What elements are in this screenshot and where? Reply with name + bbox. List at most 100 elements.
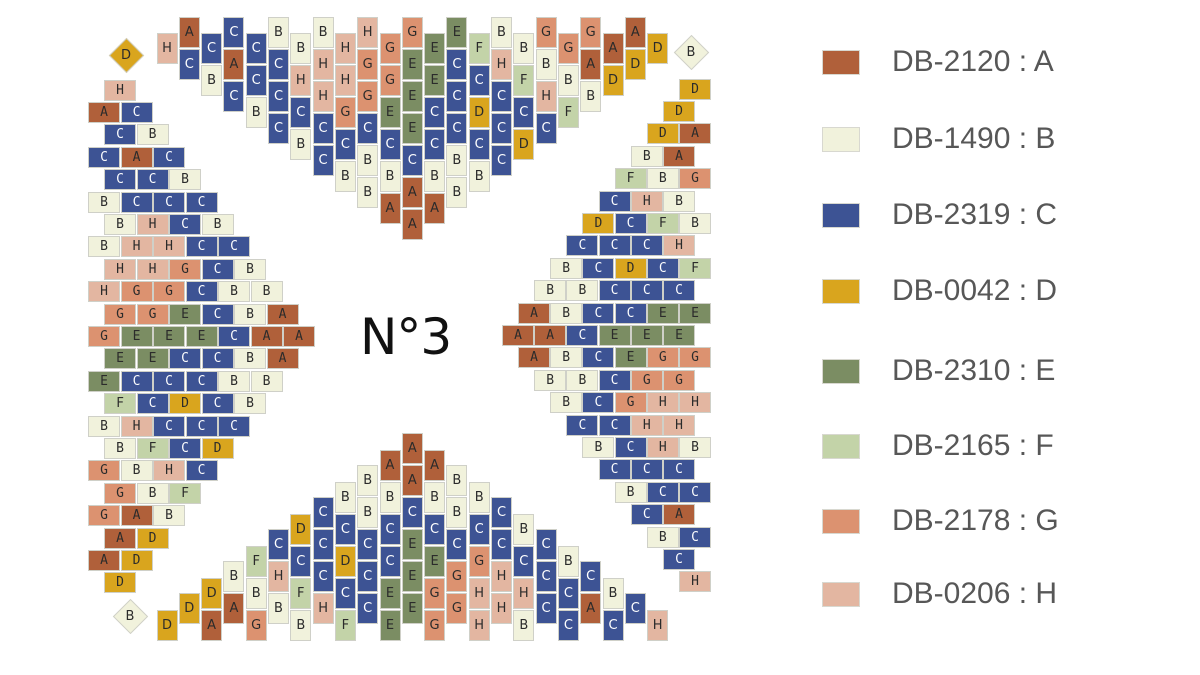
left-row-label: AD: [100, 550, 165, 571]
top-bead: B: [334, 160, 356, 192]
top-bead: C: [424, 128, 446, 160]
bottom-bead: A: [401, 464, 423, 496]
bottom-bead: B: [268, 592, 289, 624]
legend-label: DB-2120 : A: [892, 45, 1054, 78]
top-bead: G: [357, 48, 379, 80]
right-row-label: FCDCB: [562, 258, 723, 279]
right-bead: [598, 459, 631, 481]
left-bead: [169, 303, 201, 325]
left-bead: [136, 124, 169, 146]
bottom-bead: H: [491, 592, 512, 624]
top-bead: D: [624, 48, 646, 80]
bottom-bead: F: [334, 609, 356, 641]
left-bead: [120, 415, 153, 437]
left-bead: [153, 325, 185, 347]
bottom-bead: C: [535, 560, 557, 592]
left-bead: [136, 482, 169, 504]
right-bead: [663, 504, 695, 526]
bottom-bead: H: [268, 560, 289, 592]
left-row-label: CCB: [116, 169, 214, 190]
bottom-bead: H: [491, 560, 512, 592]
left-row-label: AC: [100, 102, 165, 123]
bottom-bead: B: [334, 481, 356, 513]
bottom-bead: C: [535, 528, 557, 560]
left-row-label: GGECBA: [116, 304, 311, 325]
bottom-bead: C: [268, 528, 289, 560]
top-bead: A: [223, 48, 245, 80]
left-bead: [120, 505, 153, 527]
bottom-bead: C: [357, 592, 379, 624]
top-bead: A: [401, 176, 423, 208]
top-bead: C: [401, 144, 423, 176]
left-bead: [104, 303, 136, 325]
left-bead: [185, 325, 218, 347]
right-bead: [663, 548, 695, 570]
legend-swatch: [822, 203, 860, 228]
right-bead: [646, 481, 679, 503]
left-bead: [153, 191, 185, 213]
right-row-label: C: [675, 549, 707, 570]
right-bead: [582, 392, 615, 414]
left-bead: [185, 415, 218, 437]
right-bead: [646, 436, 679, 458]
right-row-label: BFCD: [594, 213, 723, 234]
right-bead: [582, 212, 615, 234]
top-bead: H: [156, 32, 178, 64]
top-bead: C: [223, 80, 245, 112]
bottom-bead: H: [647, 609, 669, 641]
bottom-bead: C: [446, 528, 468, 560]
bottom-bead: E: [379, 609, 401, 641]
left-bead: [88, 370, 120, 392]
top-bead: E: [424, 64, 446, 96]
left-bead: [153, 370, 185, 392]
left-bead: [266, 303, 299, 325]
right-bead: [550, 392, 583, 414]
left-bead: [88, 281, 120, 303]
right-bead: [630, 414, 663, 436]
bottom-bead: B: [468, 481, 490, 513]
top-bead: A: [178, 16, 200, 48]
legend-swatch: [822, 127, 860, 152]
left-bead: [153, 146, 185, 168]
top-bead: E: [379, 96, 401, 128]
bottom-bead: C: [379, 545, 401, 577]
right-bead: [646, 526, 679, 548]
left-bead: [201, 303, 234, 325]
right-bead: [614, 168, 647, 190]
top-bead: C: [491, 80, 512, 112]
right-bead: [582, 257, 615, 279]
top-bead: B: [357, 176, 379, 208]
bottom-bead: B: [223, 560, 245, 592]
top-bead: A: [424, 192, 446, 224]
right-row-label: AB: [643, 146, 707, 167]
right-bead: [614, 436, 647, 458]
top-bead: C: [379, 128, 401, 160]
top-bead: F: [557, 96, 579, 128]
top-bead: C: [268, 48, 289, 80]
bottom-bead: H: [312, 592, 334, 624]
bottom-bead: A: [201, 609, 223, 641]
right-bead: [679, 392, 711, 414]
top-bead: B: [245, 96, 267, 128]
top-bead: B: [357, 144, 379, 176]
bottom-bead: H: [468, 609, 490, 641]
top-bead: B: [580, 80, 602, 112]
left-bead: [218, 370, 250, 392]
right-row-label: HCCC: [578, 235, 707, 256]
right-bead: [679, 302, 711, 324]
left-bead: [136, 258, 169, 280]
top-bead: F: [513, 64, 535, 96]
top-bead: B: [201, 64, 223, 96]
right-bead: [646, 347, 679, 369]
top-bead: G: [557, 32, 579, 64]
right-bead: [646, 392, 679, 414]
top-bead: E: [401, 48, 423, 80]
right-row-label: GGECBA: [530, 347, 723, 368]
left-bead: [88, 505, 120, 527]
right-bead: [614, 481, 647, 503]
left-row-label: AD: [116, 528, 181, 549]
top-bead: A: [602, 32, 624, 64]
right-bead: [566, 324, 599, 346]
top-bead: B: [491, 16, 512, 48]
top-bead: A: [379, 192, 401, 224]
